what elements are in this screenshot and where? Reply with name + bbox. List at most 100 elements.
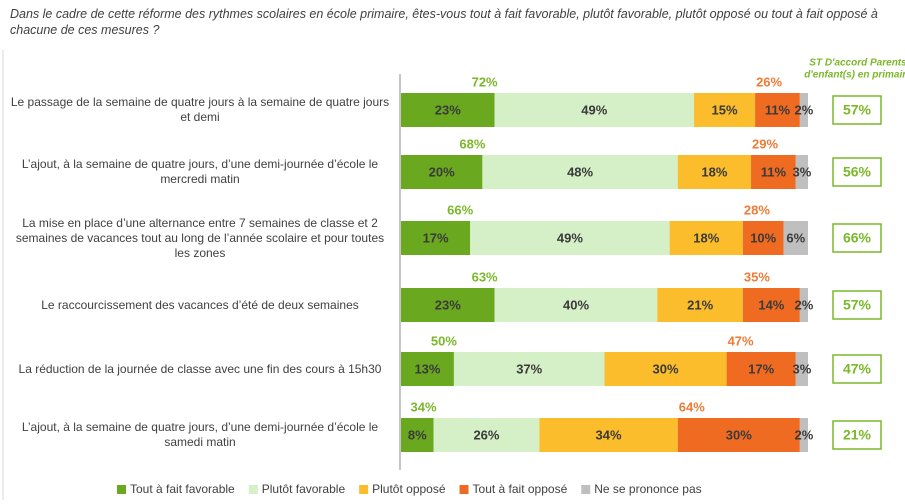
st-value: 56% [843, 164, 872, 180]
bar-segment [799, 93, 808, 127]
bar-segment [401, 221, 471, 255]
value-label: 2% [795, 427, 814, 442]
legend-label: Tout à fait favorable [130, 482, 235, 496]
bar-segment [539, 418, 678, 452]
value-label: 14% [758, 297, 784, 312]
value-label: 3% [792, 164, 811, 179]
bar-segment [795, 155, 808, 189]
value-label: 10% [750, 230, 776, 245]
opposed-total: 29% [752, 136, 778, 151]
bar-segment [401, 93, 495, 127]
bar-segment [799, 418, 808, 452]
value-label: 2% [795, 102, 814, 117]
favorable-total: 66% [447, 202, 473, 217]
legend-swatch [248, 485, 258, 494]
value-label: 23% [435, 102, 461, 117]
category-label: Le raccourcissement des vacances d’été d… [41, 297, 359, 312]
legend-label: Plutôt favorable [262, 482, 346, 496]
value-label: 3% [792, 361, 811, 376]
value-label: 11% [761, 164, 787, 179]
value-label: 17% [748, 361, 774, 376]
value-label: 30% [653, 361, 679, 376]
st-box [832, 95, 882, 125]
st-value: 57% [843, 297, 872, 313]
bar-segment [470, 221, 670, 255]
opposed-total: 64% [679, 399, 705, 414]
opposed-total: 26% [756, 74, 782, 89]
bar-segment [742, 288, 800, 322]
bar-segment [742, 221, 784, 255]
opposed-total: 47% [728, 333, 754, 348]
bar-segment [755, 93, 800, 127]
value-label: 13% [414, 361, 440, 376]
value-label: 18% [701, 164, 727, 179]
category-label: L’ajout, à la semaine de quatre jours, d… [21, 420, 379, 449]
bar-segment [677, 155, 752, 189]
bar-segment [726, 352, 796, 386]
legend-label: Plutôt opposé [372, 482, 446, 496]
st-box [832, 290, 882, 320]
category-label: L’ajout, à la semaine de quatre jours, d… [21, 157, 379, 186]
bar-segment [494, 93, 695, 127]
value-label: 20% [429, 164, 455, 179]
bar-segment [795, 352, 808, 386]
value-label: 37% [516, 361, 542, 376]
opposed-total: 35% [744, 269, 770, 284]
bar-segment [482, 155, 678, 189]
bar-segment [401, 155, 483, 189]
st-box [832, 354, 882, 384]
bar-segment [433, 418, 540, 452]
st-box [832, 420, 882, 450]
category-label: La mise en place d’une alternance entre … [15, 215, 385, 260]
favorable-total: 68% [459, 136, 485, 151]
value-label: 18% [693, 230, 719, 245]
favorable-total: 34% [411, 399, 437, 414]
bar-segment [751, 155, 796, 189]
favorable-total: 63% [472, 269, 498, 284]
value-label: 8% [408, 427, 427, 442]
st-box [832, 223, 882, 253]
chart-title: Dans le cadre de cette réforme des rythm… [10, 7, 878, 37]
bar-segment [401, 288, 495, 322]
favorable-total: 72% [472, 74, 498, 89]
bar-segment [604, 352, 727, 386]
bar-segment [657, 288, 743, 322]
legend-swatch [581, 485, 591, 494]
st-value: 57% [843, 102, 872, 118]
st-value: 66% [843, 230, 872, 246]
value-label: 23% [435, 297, 461, 312]
legend-label: Tout à fait opposé [473, 482, 568, 496]
bar-segment [783, 221, 808, 255]
value-label: 49% [557, 230, 583, 245]
value-label: 15% [712, 102, 738, 117]
legend-label: Ne se prononce pas [594, 482, 701, 496]
favorable-total: 50% [431, 333, 457, 348]
value-label: 34% [596, 427, 622, 442]
st-header: ST D'accord Parents [809, 58, 905, 69]
legend-swatch [459, 485, 469, 494]
value-label: 49% [581, 102, 607, 117]
value-label: 48% [567, 164, 593, 179]
st-value: 21% [843, 427, 872, 443]
value-label: 6% [786, 230, 805, 245]
bar-segment [401, 352, 454, 386]
bar-segment [677, 418, 800, 452]
value-label: 26% [473, 427, 499, 442]
legend-swatch [117, 485, 126, 494]
bar-segment [799, 288, 808, 322]
bar-segment [669, 221, 743, 255]
value-label: 21% [687, 297, 713, 312]
opposed-total: 28% [744, 202, 770, 217]
value-label: 30% [726, 427, 752, 442]
bar-segment [494, 288, 658, 322]
value-label: 2% [795, 297, 814, 312]
bar-segment [694, 93, 756, 127]
bar-segment [453, 352, 605, 386]
category-label: Le passage de la semaine de quatre jours… [10, 95, 390, 124]
value-label: 17% [423, 230, 449, 245]
st-value: 47% [843, 361, 872, 377]
bar-segment [401, 418, 434, 452]
value-label: 40% [563, 297, 589, 312]
